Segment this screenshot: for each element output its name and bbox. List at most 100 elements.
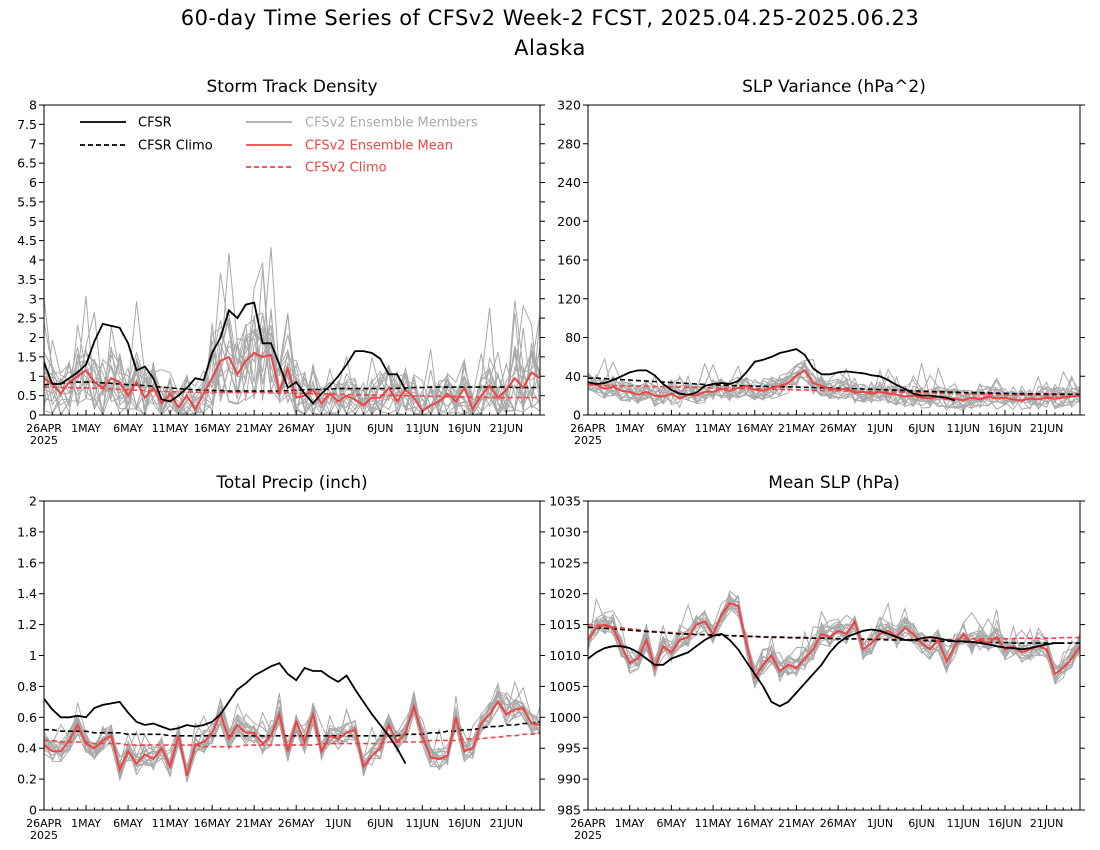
cfsr-line [588,628,1064,708]
x-tick-label: 26APR [570,817,606,830]
x-tick-label: 16MAY [194,422,231,435]
plot-area [588,590,1080,708]
y-tick-label: 1015 [549,617,581,632]
y-tick-label: 160 [557,253,581,268]
ensemble-member-line [588,364,1080,411]
x-tick-label: 1MAY [71,817,101,830]
cfsr-line [44,662,407,765]
y-tick-label: 7 [29,136,37,151]
x-tick-label: 6MAY [656,817,686,830]
legend-label: CFSv2 Ensemble Members [305,116,478,131]
y-tick-label: 2 [29,494,37,509]
x-year-label: 2025 [574,434,602,447]
y-tick-label: 1030 [549,524,581,539]
y-tick-label: 1.8 [17,524,37,539]
x-tick-label: 26APR [26,817,62,830]
y-tick-label: 1035 [549,494,581,509]
panel-mean-slp: Mean SLP (hPa) 985 990 995 1000 1005 1010 1015 1… [549,473,1085,842]
x-tick-label: 1MAY [71,422,101,435]
y-tick-label: 1.5 [17,349,37,364]
panel-total-precip: Total Precip (inch) 0 0.2 0.4 0.6 0.8 1 1.2 1.4 1… [17,473,545,842]
cfsr-line [588,348,956,402]
plot-frame [587,104,1081,416]
y-tick-label: 985 [557,803,581,818]
panel-title: Mean SLP (hPa) [768,473,900,493]
cfsv2-climo-line [588,384,1080,398]
cfsr-climo-line [588,626,1080,644]
x-tick-label: 16MAY [194,817,231,830]
y-tick-label: 5.5 [17,194,37,209]
x-tick-label: 26APR [570,422,606,435]
x-tick-label: 11MAY [152,422,189,435]
y-tick-label: 3.5 [17,272,37,287]
x-tick-label: 16MAY [736,817,773,830]
x-tick-label: 21MAY [778,422,815,435]
cfsv2-climo-line [44,386,540,399]
y-tick-label: 40 [565,369,581,384]
panel-title: Total Precip (inch) [215,473,367,493]
x-year-label: 2025 [30,829,58,842]
page-subtitle: Alaska [514,36,586,60]
x-tick-label: 6MAY [113,422,143,435]
y-tick-label: 4.5 [17,233,37,248]
ensemble-member-line [588,370,1080,409]
y-tick-label: 1.6 [17,555,37,570]
cfsr-climo-line [44,381,540,392]
x-tick-label: 11MAY [695,422,732,435]
y-tick-label: 240 [557,175,581,190]
x-year-label: 2025 [30,434,58,447]
x-tick-label: 21MAY [236,422,273,435]
ensemble-mean-line [588,601,1080,680]
x-tick-label: 16MAY [736,422,773,435]
x-tick-label: 16JUN [988,422,1022,435]
panel-storm-track-density: Storm Track Density 0 0.5 1 1.5 2 2.5 3 3.5 4 4.5 5… [17,77,545,447]
y-tick-label: 0.4 [17,741,37,756]
y-tick-label: 2.5 [17,311,37,326]
y-tick-label: 1000 [549,710,581,725]
x-tick-label: 1MAY [615,422,645,435]
x-tick-label: 11JUN [406,817,440,830]
y-tick-label: 1.2 [17,617,37,632]
y-tick-label: 0 [573,408,581,423]
y-tick-label: 320 [557,98,581,113]
x-tick-label: 21MAY [778,817,815,830]
legend: CFSR CFSR Climo CFSv2 Ensemble Members CFSv… [80,116,478,176]
y-tick-label: 6 [29,175,37,190]
page-title: 60-day Time Series of CFSv2 Week-2 FCST,… [180,6,920,30]
y-tick-label: 0.6 [17,710,37,725]
panel-title: Storm Track Density [206,77,377,97]
x-tick-label: 26MAY [278,817,315,830]
ensemble-mean-line [588,369,1080,402]
legend-label: CFSv2 Ensemble Mean [305,139,453,154]
y-tick-label: 5 [29,214,37,229]
y-tick-label: 0.8 [17,679,37,694]
y-tick-label: 0 [29,408,37,423]
x-tick-label: 26MAY [820,817,857,830]
x-tick-label: 6MAY [113,817,143,830]
ensemble-member-line [588,596,1080,674]
y-tick-label: 995 [557,741,581,756]
y-tick-label: 1025 [549,555,581,570]
x-tick-label: 21JUN [1030,817,1064,830]
plot-area [588,348,1080,412]
cfsr-climo-line [588,377,1080,396]
x-tick-label: 26APR [26,422,62,435]
x-tick-label: 21JUN [490,422,524,435]
ensemble-member-line [44,253,540,415]
x-tick-label: 1JUN [325,422,352,435]
panel-title: SLP Variance (hPa^2) [742,77,926,97]
x-tick-label: 16JUN [448,422,482,435]
x-tick-label: 6JUN [367,817,394,830]
y-tick-label: 200 [557,214,581,229]
y-tick-label: 1 [29,369,37,384]
ensemble-member-line [44,303,540,415]
x-tick-label: 16JUN [988,817,1022,830]
x-tick-label: 21MAY [236,817,273,830]
y-tick-label: 990 [557,772,581,787]
x-tick-label: 6JUN [908,817,935,830]
x-tick-label: 6JUN [908,422,935,435]
legend-label: CFSv2 Climo [305,161,387,176]
x-year-label: 2025 [574,829,602,842]
cfsr-line [44,301,407,405]
